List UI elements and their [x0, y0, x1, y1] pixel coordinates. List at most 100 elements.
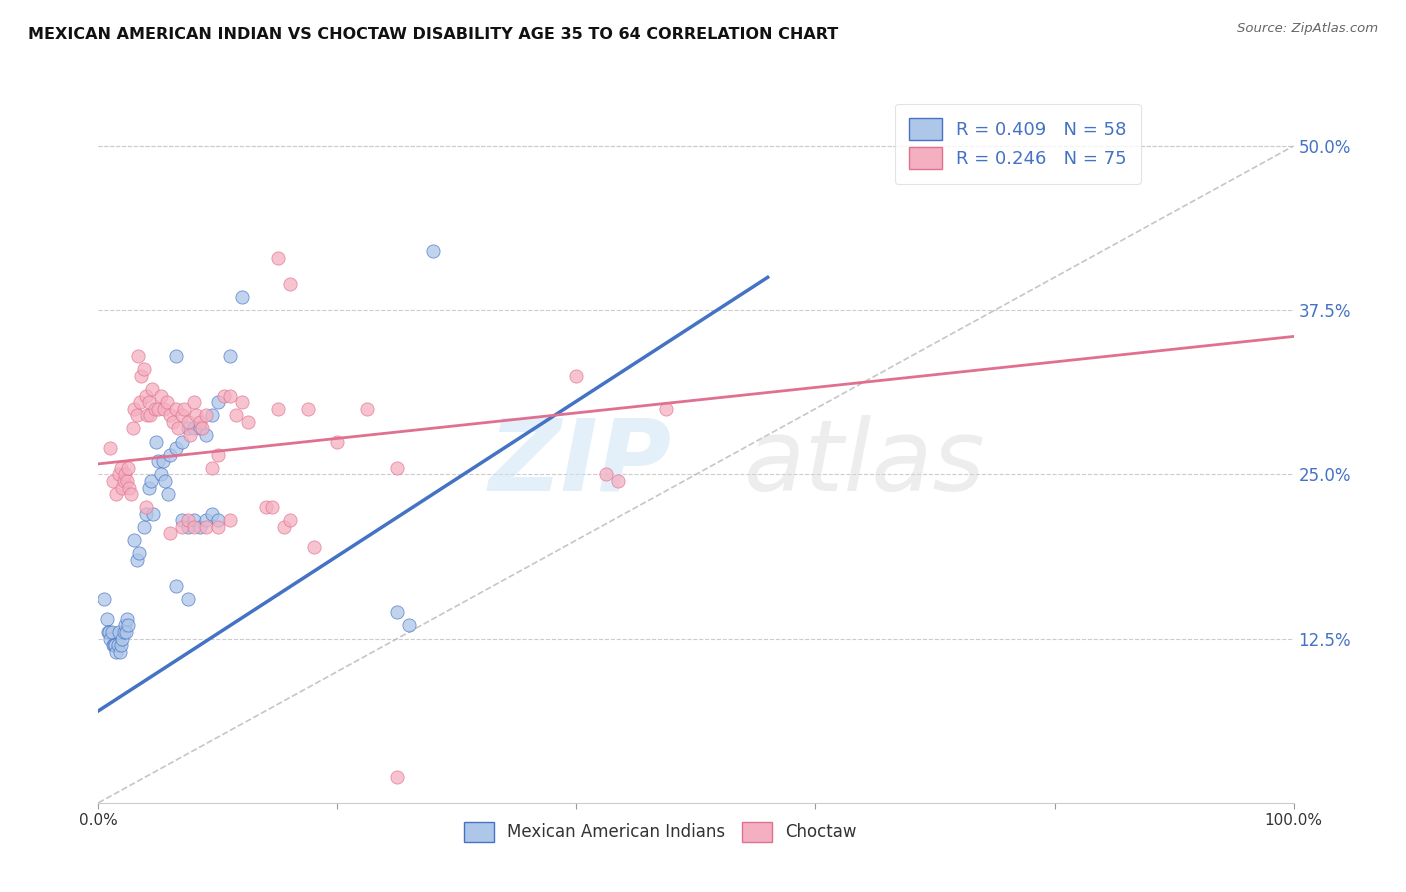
Point	[219, 349, 242, 363]
Point	[207, 448, 229, 462]
Point	[98, 625, 121, 640]
Point	[172, 434, 194, 449]
Point	[278, 513, 301, 527]
Point	[195, 513, 218, 527]
Point	[114, 467, 136, 482]
Point	[104, 638, 127, 652]
Text: Source: ZipAtlas.com: Source: ZipAtlas.com	[1237, 22, 1378, 36]
Point	[107, 467, 129, 482]
Text: MEXICAN AMERICAN INDIAN VS CHOCTAW DISABILITY AGE 35 TO 64 CORRELATION CHART: MEXICAN AMERICAN INDIAN VS CHOCTAW DISAB…	[28, 27, 838, 42]
Point	[398, 618, 420, 632]
Point	[138, 395, 160, 409]
Point	[155, 395, 177, 409]
Point	[107, 625, 129, 640]
Point	[655, 401, 678, 416]
Point	[125, 553, 148, 567]
Point	[260, 500, 283, 515]
Point	[207, 395, 229, 409]
Point	[142, 507, 165, 521]
Text: ZIP: ZIP	[489, 415, 672, 512]
Point	[212, 388, 235, 402]
Point	[162, 415, 184, 429]
Point	[105, 487, 128, 501]
Point	[128, 546, 150, 560]
Point	[108, 645, 131, 659]
Point	[278, 277, 301, 291]
Point	[100, 625, 122, 640]
Point	[136, 409, 159, 423]
Point	[183, 513, 205, 527]
Point	[107, 638, 129, 652]
Point	[98, 441, 122, 455]
Point	[131, 368, 153, 383]
Point	[385, 605, 409, 619]
Point	[195, 409, 218, 423]
Point	[201, 507, 224, 521]
Point	[219, 513, 242, 527]
Point	[132, 362, 155, 376]
Point	[153, 401, 176, 416]
Point	[188, 421, 211, 435]
Y-axis label: Disability Age 35 to 64: Disability Age 35 to 64	[0, 354, 7, 529]
Point	[114, 618, 136, 632]
Point	[172, 520, 194, 534]
Point	[188, 520, 211, 534]
Point	[173, 401, 195, 416]
Legend: Mexican American Indians, Choctaw: Mexican American Indians, Choctaw	[457, 815, 863, 848]
Point	[177, 421, 200, 435]
Point	[273, 520, 295, 534]
Point	[165, 441, 187, 455]
Point	[101, 474, 124, 488]
Point	[177, 415, 200, 429]
Point	[207, 513, 229, 527]
Point	[201, 409, 224, 423]
Point	[135, 507, 157, 521]
Point	[112, 625, 135, 640]
Point	[177, 513, 200, 527]
Point	[172, 513, 194, 527]
Point	[385, 460, 409, 475]
Point	[195, 520, 218, 534]
Point	[112, 474, 135, 488]
Point	[124, 533, 146, 547]
Point	[135, 500, 157, 515]
Point	[138, 481, 160, 495]
Point	[156, 487, 179, 501]
Point	[149, 388, 172, 402]
Point	[117, 460, 139, 475]
Point	[148, 401, 170, 416]
Point	[177, 520, 200, 534]
Point	[152, 454, 174, 468]
Point	[231, 290, 253, 304]
Point	[132, 520, 155, 534]
Point	[167, 421, 190, 435]
Point	[165, 349, 187, 363]
Point	[124, 401, 146, 416]
Point	[607, 474, 630, 488]
Point	[110, 460, 132, 475]
Point	[143, 401, 166, 416]
Point	[172, 409, 194, 423]
Point	[159, 409, 181, 423]
Point	[115, 612, 138, 626]
Point	[385, 770, 409, 784]
Point	[326, 434, 349, 449]
Point	[93, 592, 115, 607]
Point	[97, 625, 120, 640]
Point	[117, 618, 139, 632]
Point	[125, 409, 148, 423]
Point	[254, 500, 277, 515]
Point	[103, 638, 125, 652]
Point	[297, 401, 319, 416]
Point	[98, 632, 122, 646]
Point	[183, 395, 205, 409]
Point	[565, 368, 588, 383]
Point	[267, 251, 290, 265]
Point	[595, 467, 617, 482]
Point	[159, 526, 181, 541]
Point	[111, 481, 134, 495]
Point	[115, 625, 138, 640]
Point	[115, 474, 138, 488]
Point	[195, 428, 218, 442]
Point	[96, 612, 118, 626]
